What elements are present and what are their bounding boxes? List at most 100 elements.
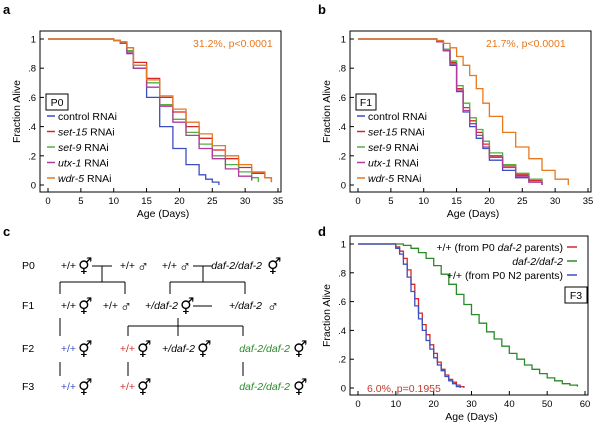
pa-xtick-label: 35	[273, 196, 284, 207]
legend-suffix: RNAi	[81, 142, 108, 154]
male-symbol: ♂	[179, 259, 191, 276]
generation-label: F2	[22, 343, 34, 355]
pb-ytick-label: 1	[341, 35, 346, 46]
pb-ytick-label: 0	[341, 181, 346, 192]
genotype-label: +/+	[120, 260, 135, 272]
genotype-label: +/+	[61, 381, 76, 393]
pa-ytick-label: .6	[28, 93, 36, 104]
hermaphrodite-symbol: ⚥	[137, 378, 151, 397]
pd-legend-italic: daf-2/daf-2	[512, 256, 563, 268]
pd-frame	[349, 235, 589, 396]
panel-b-label: b	[318, 2, 326, 17]
pb-legend-entry: control RNAi	[368, 111, 427, 123]
pb-xtick-label: 25	[517, 196, 528, 207]
genotype-label: +/+	[120, 381, 135, 393]
hermaphrodite-symbol: ⚥	[78, 257, 92, 276]
pb-legend-entry: utx-1 RNAi	[368, 158, 419, 170]
pb-xtick-label: 35	[583, 196, 594, 207]
pb-xtick-label: 15	[451, 196, 462, 207]
legend-gene: control	[58, 111, 90, 123]
pd-legend-text: +/+ (from P0 N2 parents)	[447, 270, 563, 282]
genotype-label: +/+	[61, 260, 76, 272]
pb-ytick-label: .6	[338, 93, 346, 104]
pa-ytick-label: .8	[28, 64, 36, 75]
legend-gene: wdr-5	[58, 173, 84, 185]
pa-series-4	[48, 38, 273, 183]
panel-b-box-label: F1	[360, 97, 372, 109]
panel-d-label: d	[318, 224, 326, 239]
legend-gene: set-15	[58, 127, 87, 139]
legend-suffix: RNAi	[397, 127, 424, 139]
pd-series-2	[358, 243, 461, 388]
hermaphrodite-symbol: ⚥	[78, 340, 92, 359]
pd-xtick-label: 20	[428, 399, 439, 410]
pa-ytick-label: 1	[31, 35, 36, 46]
genotype-label: +/+	[61, 343, 76, 355]
pd-xtick-label: 40	[504, 399, 515, 410]
hermaphrodite-symbol: ⚥	[137, 340, 151, 359]
genotype-label: +/+	[103, 300, 118, 312]
pa-frame	[39, 30, 282, 193]
panel-b-series	[358, 38, 569, 185]
pb-xtick-label: 5	[388, 196, 393, 207]
legend-suffix: RNAi	[391, 142, 418, 154]
genotype-label: +/+	[162, 260, 177, 272]
legend-suffix: RNAi	[400, 111, 427, 123]
pd-xtick-label: 50	[542, 399, 553, 410]
pd-ytick-label: 1	[341, 240, 346, 251]
pd-xlabel: Age (Days)	[445, 411, 498, 423]
legend-gene: wdr-5	[368, 173, 394, 185]
panel-a-box	[45, 93, 69, 111]
legend-suffix: RNAi	[391, 158, 418, 170]
legend-gene: set-15	[368, 127, 397, 139]
pa-xtick-label: 5	[78, 196, 83, 207]
hermaphrodite-symbol: ⚥	[78, 297, 92, 316]
pd-xtick-label: 0	[355, 399, 360, 410]
panel-a-box-label: P0	[51, 97, 64, 109]
genotype-label: +/daf-2	[162, 343, 195, 355]
male-symbol: ♂	[120, 299, 132, 316]
pa-xtick-label: 25	[207, 196, 218, 207]
genotype-label: daf-2/daf-2	[239, 381, 290, 393]
genotype-label: +/+	[120, 343, 135, 355]
pd-legend-text: +/+ (from P0	[436, 242, 497, 254]
generation-label: P0	[22, 260, 35, 272]
legend-gene: utx-1	[58, 158, 81, 170]
hermaphrodite-symbol: ⚥	[180, 297, 194, 316]
pa-legend-entry: set-9 RNAi	[58, 142, 109, 154]
pa-legend-entry: wdr-5 RNAi	[58, 173, 112, 185]
pb-xtick-label: 0	[355, 196, 360, 207]
pd-ytick-label: .2	[338, 355, 346, 366]
pd-xtick-label: 10	[391, 399, 402, 410]
panel-d-series	[358, 243, 579, 388]
hermaphrodite-symbol: ⚥	[293, 378, 307, 397]
panel-a-label: a	[3, 2, 11, 17]
pa-ytick-label: .2	[28, 151, 36, 162]
pd-ytick-label: .4	[338, 326, 346, 337]
pd-legend-italic: daf-2	[498, 242, 522, 254]
pa-legend-entry: control RNAi	[58, 111, 117, 123]
legend-gene: set-9	[368, 142, 392, 154]
pb-xtick-label: 20	[484, 196, 495, 207]
pb-xtick-label: 10	[418, 196, 429, 207]
pb-ylabel: Fraction Alive	[321, 80, 333, 143]
panel-b-stat: 21.7%, p<0.0001	[486, 38, 566, 50]
pb-xtick-label: 30	[550, 196, 561, 207]
legend-gene: utx-1	[368, 158, 391, 170]
pa-xtick-label: 30	[240, 196, 251, 207]
generation-label: F3	[22, 381, 34, 393]
pd-xtick-label: 60	[580, 399, 591, 410]
panel-d-box	[564, 286, 588, 304]
pa-xlabel: Age (Days)	[137, 208, 190, 220]
hermaphrodite-symbol: ⚥	[197, 340, 211, 359]
pa-ylabel: Fraction Alive	[11, 80, 23, 143]
legend-suffix: RNAi	[81, 158, 108, 170]
